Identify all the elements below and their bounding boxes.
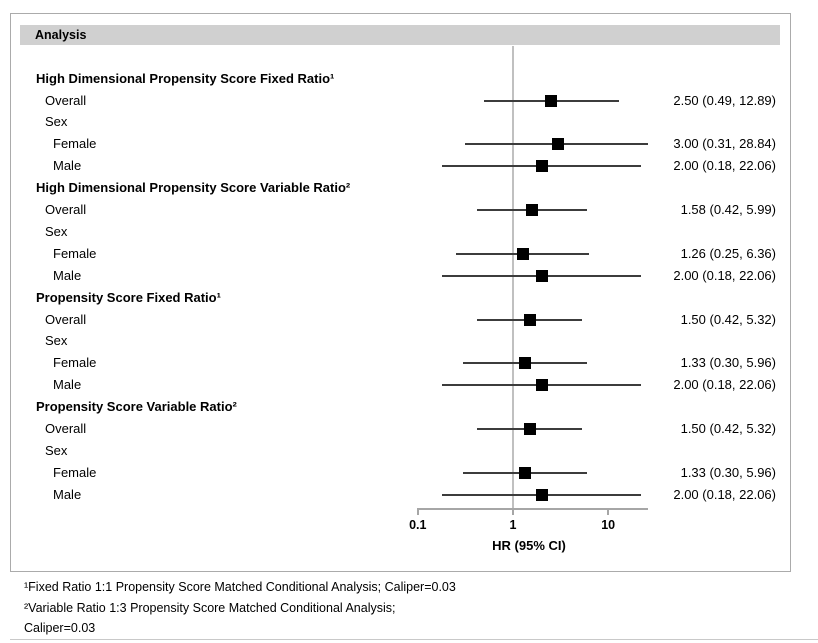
row-label: Sex: [45, 223, 68, 239]
reference-line: [512, 46, 514, 508]
row-label: Overall: [45, 202, 87, 217]
hr-value: 1.50 (0.42, 5.32): [680, 421, 776, 436]
row-label: Overall: [45, 421, 87, 436]
group-label: Propensity Score Fixed Ratio¹: [36, 289, 221, 305]
point-estimate-marker: [552, 138, 565, 151]
footnote-2: ²Variable Ratio 1:3 Propensity Score Mat…: [24, 600, 396, 615]
figure-border-box: [10, 13, 791, 572]
point-estimate-marker: [525, 204, 538, 216]
hr-value: 2.00 (0.18, 22.06): [673, 377, 776, 393]
hr-value: 1.26 (0.25, 6.36): [680, 245, 776, 261]
hr-value: 2.00 (0.18, 22.06): [673, 158, 776, 174]
analysis-header-label: Analysis: [35, 28, 87, 42]
hr-value: 2.50 (0.49, 12.89): [673, 92, 776, 108]
row-label: Female: [53, 464, 97, 480]
x-axis-tick-label: 0.1: [409, 518, 427, 532]
hr-value: 1.58 (0.42, 5.99): [680, 202, 776, 217]
analysis-header-bar: Analysis: [20, 25, 780, 45]
footnote-1: ¹Fixed Ratio 1:1 Propensity Score Matche…: [24, 580, 456, 594]
hr-value: 3.00 (0.31, 28.84): [673, 136, 776, 152]
row-label: Overall: [45, 311, 87, 327]
row-label: Sex: [45, 114, 68, 130]
group-label: Propensity Score Variable Ratio²: [36, 399, 237, 415]
hr-value: 1.33 (0.30, 5.96): [680, 464, 776, 480]
x-axis-tick-label: 10: [601, 518, 616, 532]
row-label: Male: [53, 267, 82, 283]
row-label: Female: [53, 136, 97, 152]
row-label: Female: [53, 245, 97, 261]
group-label: High Dimensional Propensity Score Fixed …: [36, 70, 335, 86]
x-axis-label: HR (95% CI): [492, 538, 566, 553]
x-axis-tick: [607, 508, 609, 515]
point-estimate-marker: [535, 488, 548, 501]
row-label: Male: [53, 377, 82, 393]
hr-value: 2.00 (0.18, 22.06): [673, 486, 776, 502]
point-estimate-marker: [516, 247, 529, 260]
row-label: Sex: [45, 333, 68, 349]
row-label: Male: [53, 158, 82, 174]
point-estimate-marker: [535, 379, 548, 392]
point-estimate-marker: [535, 269, 548, 282]
hr-value: 2.00 (0.18, 22.06): [673, 267, 776, 283]
point-estimate-marker: [518, 357, 531, 370]
row-label: Female: [53, 355, 97, 371]
x-axis-line: [417, 508, 648, 510]
point-estimate-marker: [518, 466, 531, 479]
point-estimate-marker: [523, 313, 536, 326]
row-label: Sex: [45, 442, 68, 458]
point-estimate-marker: [535, 160, 548, 173]
row-label: Overall: [45, 92, 87, 108]
x-axis-tick-label: 1: [509, 518, 517, 532]
x-axis-tick: [512, 508, 514, 515]
bottom-divider: [10, 639, 818, 640]
x-axis-tick: [417, 508, 419, 515]
point-estimate-marker: [523, 423, 536, 435]
point-estimate-marker: [544, 94, 557, 107]
group-label: High Dimensional Propensity Score Variab…: [36, 180, 351, 196]
hr-value: 1.33 (0.30, 5.96): [680, 355, 776, 371]
row-label: Male: [53, 486, 82, 502]
hr-value: 1.50 (0.42, 5.32): [680, 311, 776, 327]
footnote-3: Caliper=0.03: [24, 621, 96, 635]
